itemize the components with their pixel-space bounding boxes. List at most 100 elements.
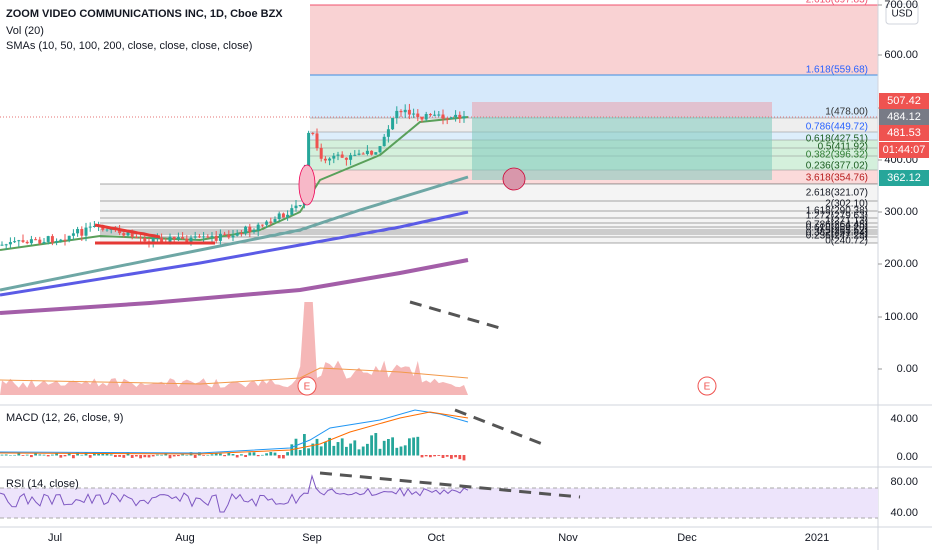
candle-body: [361, 153, 365, 155]
header-volume: Vol (20): [6, 25, 44, 37]
candle-body: [441, 114, 445, 119]
macd-bar: [328, 437, 331, 456]
rsi-axis-label: 40.00: [890, 507, 918, 519]
fib-label: 0.236(247.28): [806, 231, 868, 242]
price-label: 700.00: [884, 0, 918, 11]
fib-label: 2.618(321.07): [806, 188, 868, 199]
candle-body: [130, 231, 134, 238]
candle-body: [181, 237, 185, 239]
highlight-ellipse: [298, 164, 316, 206]
macd-bar: [416, 436, 420, 456]
macd-bar: [17, 452, 21, 456]
candle-body: [17, 240, 21, 242]
candle-body: [151, 237, 155, 242]
candle-body: [399, 110, 403, 113]
candle-body: [277, 213, 281, 220]
candle-body: [202, 236, 206, 238]
candle-body: [160, 237, 164, 242]
macd-bar: [303, 434, 306, 456]
macd-bar: [34, 453, 37, 456]
macd-bar: [273, 452, 277, 456]
macd-bar: [294, 438, 298, 456]
macd-bar: [424, 455, 428, 457]
candle-body: [231, 235, 235, 238]
macd-bar: [353, 440, 357, 456]
candle-body: [126, 231, 130, 236]
macd-bar: [252, 452, 256, 456]
candle-body: [105, 229, 109, 231]
candle-body: [34, 239, 38, 241]
fib-label: 0.5(255.52): [817, 226, 868, 237]
candle-body: [155, 237, 159, 239]
macd-bar: [59, 455, 63, 458]
candle-body: [218, 233, 222, 241]
currency-box[interactable]: [885, 3, 919, 25]
macd-bar: [240, 454, 243, 456]
sma-50: [0, 175, 469, 292]
macd-bar: [399, 446, 403, 456]
trend-line: [94, 223, 161, 239]
candle-body: [340, 154, 344, 158]
candle-body: [59, 239, 63, 242]
macd-bar: [122, 455, 126, 458]
candle-body: [403, 109, 407, 113]
candle-body: [235, 233, 239, 236]
macd-bar: [395, 447, 399, 456]
candle-body: [172, 236, 176, 240]
candle-body: [0, 244, 4, 246]
fib-label: 0.5(411.92): [818, 142, 868, 153]
candle-body: [38, 239, 42, 244]
candle-body: [42, 241, 46, 244]
fib-label: 0.236(377.02): [806, 161, 868, 172]
macd-label: MACD (12, 26, close, 9): [6, 412, 123, 424]
fib-label: 1.272(279.63): [806, 211, 868, 222]
candle-body: [223, 233, 227, 235]
macd-bar: [88, 455, 92, 458]
macd-bar: [361, 446, 365, 456]
sma-100: [0, 210, 469, 297]
macd-bar: [67, 453, 71, 456]
macd-bar: [265, 453, 268, 456]
candle-body: [374, 152, 378, 155]
fib-label: 0.786(449.72): [806, 122, 868, 133]
trend-lines: [319, 300, 581, 499]
candle-body: [67, 235, 71, 241]
macd-bar: [151, 455, 155, 457]
macd-bar: [391, 437, 394, 456]
candle-body: [298, 205, 302, 207]
candle-body: [449, 117, 453, 119]
price-label: 600.00: [884, 49, 918, 61]
candle-body: [176, 237, 180, 240]
candle-body: [46, 236, 50, 242]
macd-bar: [51, 454, 54, 456]
badge-label: 362.12: [887, 172, 921, 184]
macd-bar: [160, 454, 163, 456]
macd-bar: [307, 448, 310, 456]
candle-body: [76, 229, 80, 234]
time-label: 2021: [805, 532, 829, 544]
macd-bar: [109, 454, 113, 456]
macd-bar: [324, 442, 327, 456]
macd-bar: [403, 445, 407, 456]
candle-body: [273, 219, 277, 223]
time-label: Oct: [427, 532, 444, 544]
candle-body: [260, 224, 264, 226]
macd-bar: [298, 449, 302, 456]
candle-body: [395, 110, 399, 119]
time-label: Sep: [302, 532, 322, 544]
candle-body: [118, 229, 122, 234]
time-label: Jul: [48, 532, 62, 544]
candle-body: [269, 221, 273, 223]
candle-body: [84, 227, 88, 236]
macd-bar: [286, 452, 289, 456]
candle-body: [8, 242, 12, 245]
macd-bar: [429, 455, 432, 458]
macd-bar: [63, 455, 67, 457]
macd-bar: [349, 443, 352, 456]
price-badge: [879, 109, 929, 125]
candle-body: [122, 233, 126, 236]
currency-label: USD: [891, 9, 912, 20]
candle-body: [55, 241, 59, 243]
candle-body: [193, 236, 197, 238]
fib-label: 1.618(559.68): [806, 65, 868, 76]
